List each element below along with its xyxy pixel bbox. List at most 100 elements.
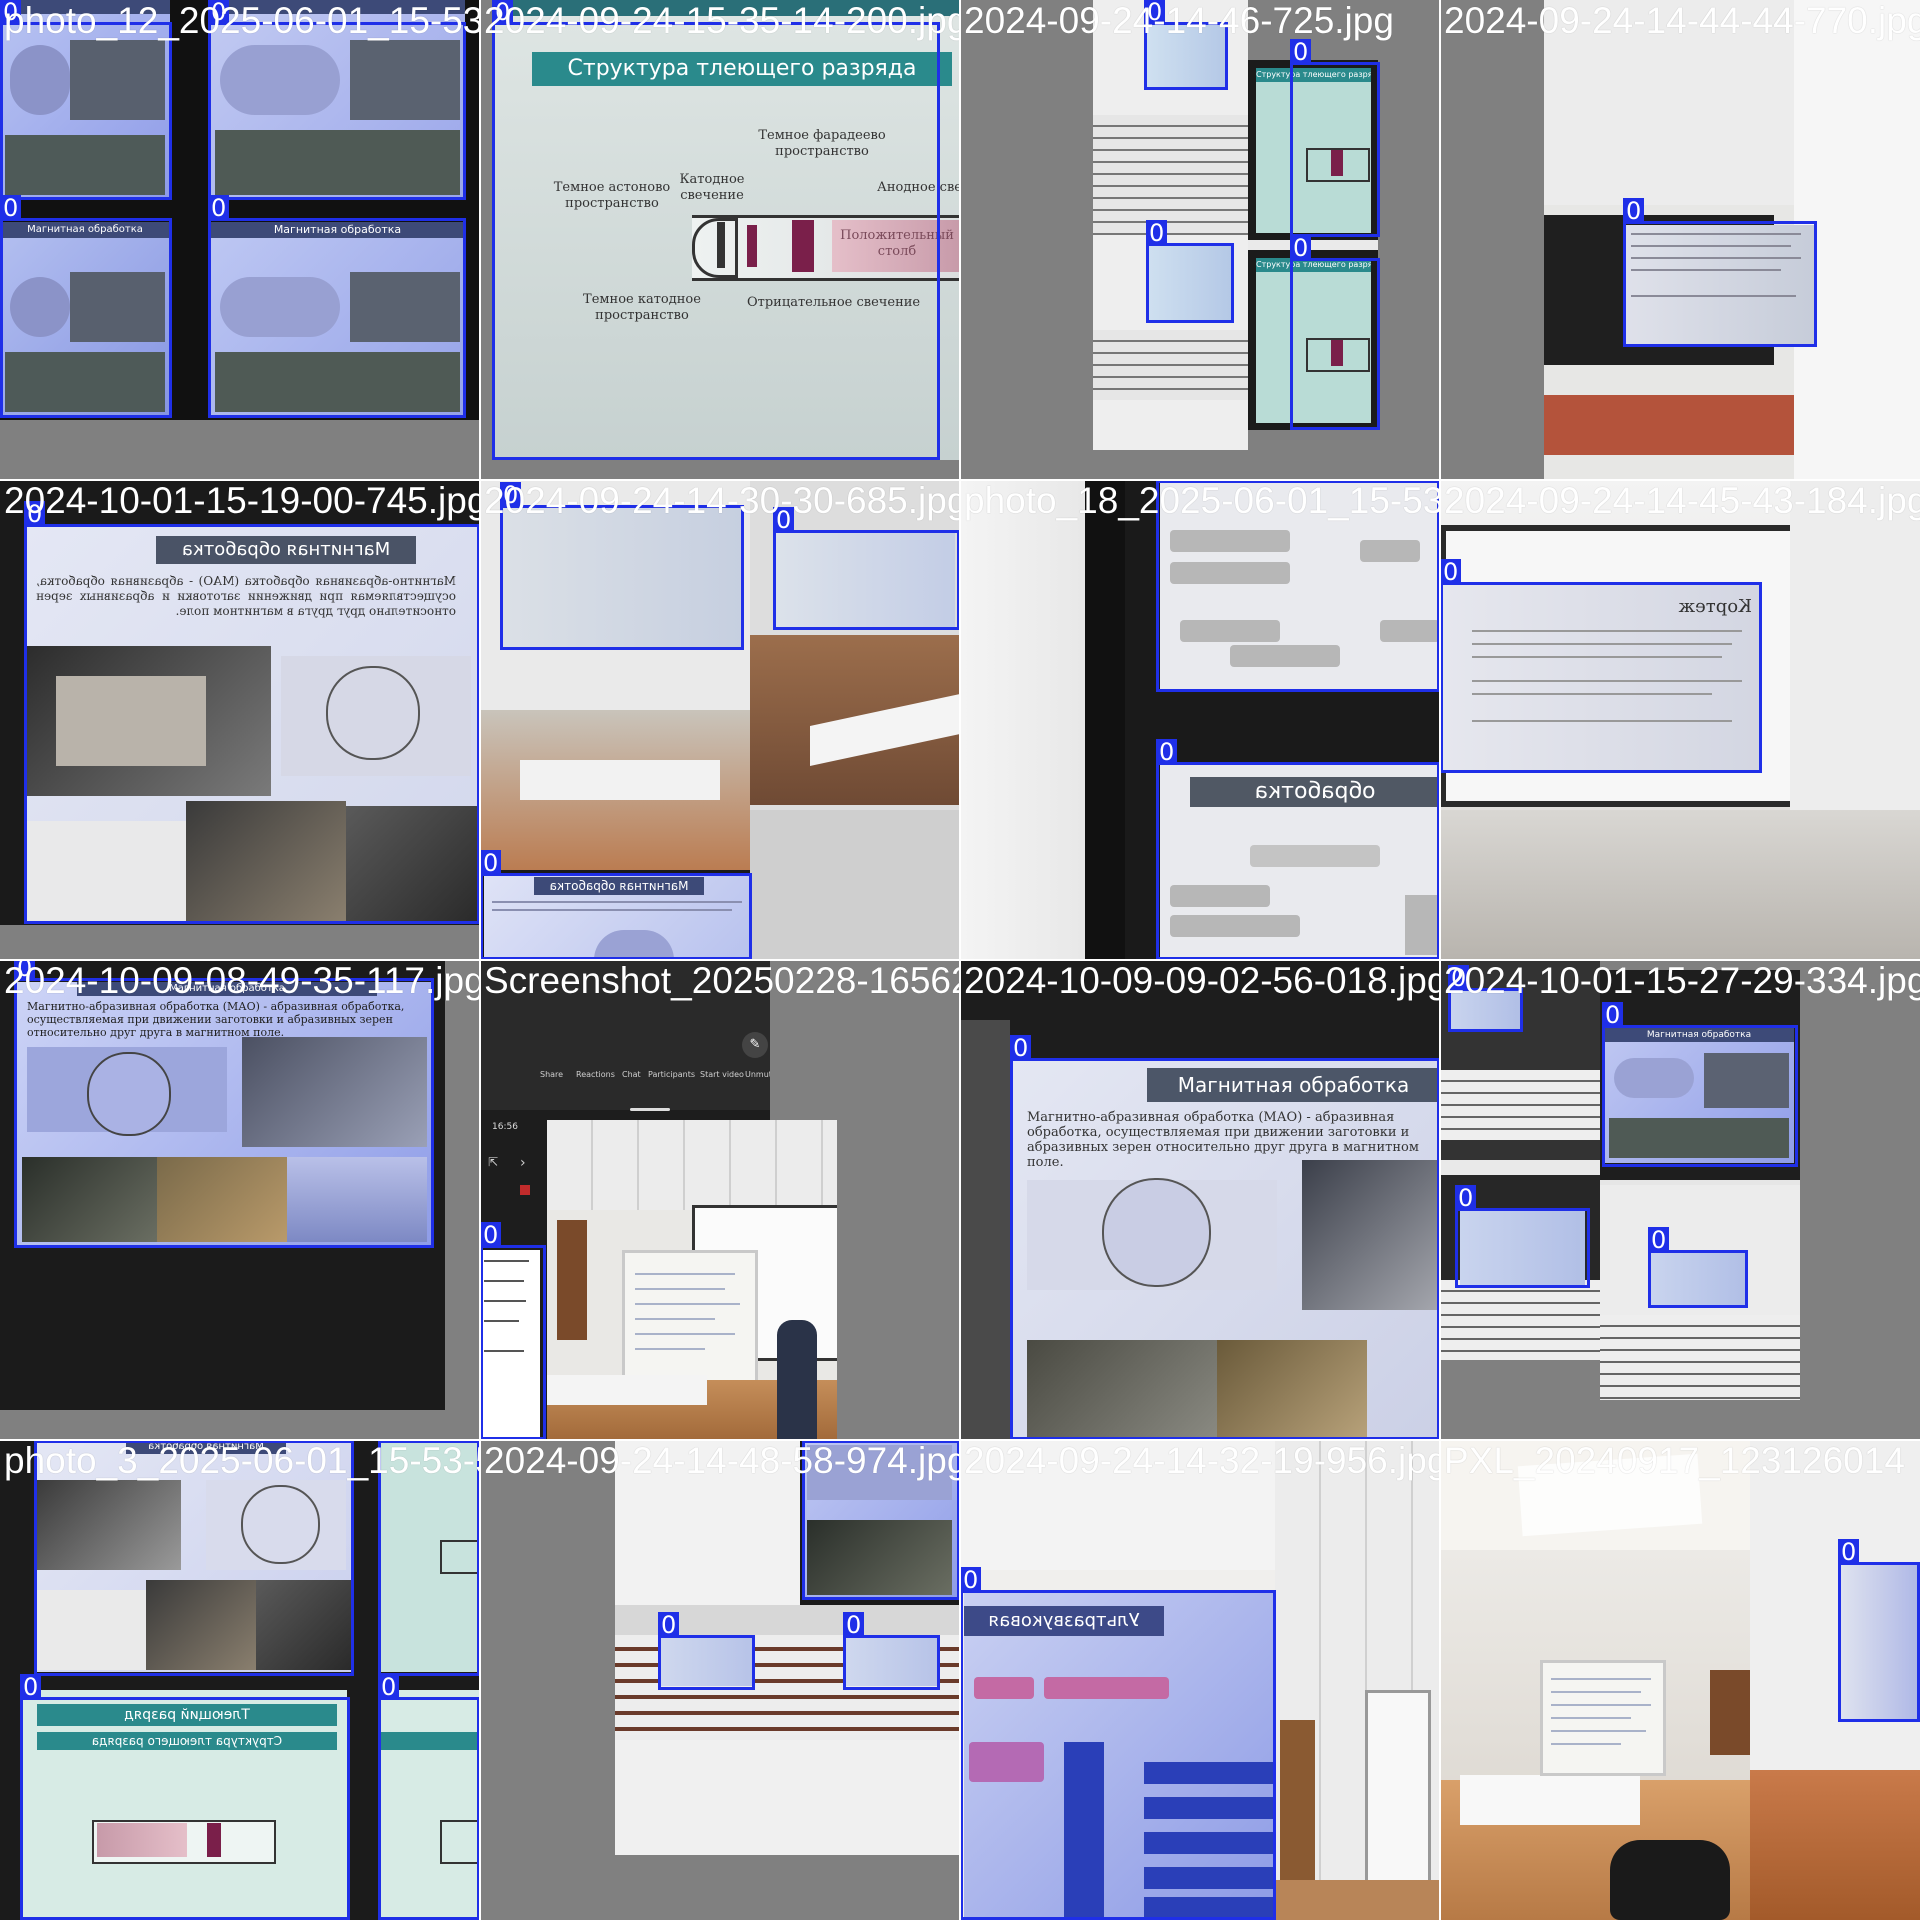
detection-box: 0	[208, 0, 466, 200]
slide-title: Магнитная обработка	[1604, 1028, 1794, 1042]
slide-thumb	[1147, 246, 1232, 321]
grid-separator	[0, 479, 1920, 481]
slide-thumb: Магнитная обработка	[0, 222, 170, 417]
tile-r1c3: Кортеж 0 2024-09-24-14-45-43-184.jpg	[1440, 480, 1920, 960]
slide-thumb	[1650, 1250, 1745, 1305]
slide-title: Структура тлеющего разряда	[1256, 68, 1371, 82]
slide-text: Магнитно-абразивная обработка (МАО) - аб…	[27, 1000, 405, 1039]
toolbar-unmute[interactable]: Unmute	[745, 1070, 770, 1079]
box-class-label: 0	[1648, 1227, 1670, 1253]
pen-icon[interactable]: ✎	[742, 1032, 768, 1058]
chevron-right-icon[interactable]: ›	[520, 1155, 526, 1171]
tile-r3c3: 0 PXL_20240917_123126014	[1440, 1440, 1920, 1920]
grid-separator	[0, 959, 1920, 961]
detection-box: 0	[1440, 559, 1762, 773]
slide-thumb: обработка	[1160, 765, 1440, 960]
toolbar-chat[interactable]: Chat	[622, 1070, 641, 1079]
whiteboard	[1540, 1660, 1666, 1776]
label-cathode-glow: Катодное свечение	[679, 172, 745, 203]
detection-box: 0	[1838, 1539, 1920, 1722]
box-class-label: 0	[658, 1612, 680, 1638]
box-class-label: 0	[802, 1440, 824, 1443]
slide-thumb	[802, 1440, 957, 1600]
slide-thumb	[1160, 480, 1440, 690]
slide-title: Магнитная обработка	[1147, 1068, 1440, 1102]
box-class-label: 0	[500, 482, 522, 508]
box-class-label: 0	[208, 0, 230, 25]
box-class-label: 0	[773, 507, 795, 533]
grid-separator	[0, 1439, 1920, 1441]
record-icon	[520, 1185, 530, 1195]
slide-thumb: Магнитная обработка Магнитно-абразивная …	[17, 982, 431, 1246]
box-class-label: 0	[1156, 480, 1178, 483]
toolbar-participants[interactable]: Participants	[648, 1070, 695, 1079]
status-time: 16:56	[492, 1122, 518, 1132]
slide-title: Структура тлеющего разряда	[532, 52, 952, 86]
classroom-photo	[547, 1120, 837, 1440]
slide-thumb: Магнитная обработка	[210, 222, 465, 417]
detection-box: 0	[0, 0, 172, 200]
detection-box: 0	[1010, 1035, 1440, 1440]
slide-thumb	[380, 1440, 480, 1672]
detection-box: 0	[960, 1567, 1276, 1920]
detection-box: 0	[1602, 1002, 1798, 1167]
detection-box: 0	[1156, 739, 1440, 960]
toolbar-share[interactable]: Share	[540, 1070, 564, 1079]
detection-box: 0	[1156, 480, 1440, 692]
detection-box: 0	[1623, 198, 1817, 347]
whiteboard	[622, 1250, 758, 1386]
tile-r1c1: Магнитная обработка 0 0 0 2024-09-24-14-…	[480, 480, 960, 960]
share-icon[interactable]: ⇱	[488, 1155, 499, 1169]
slide-thumb	[1840, 1565, 1920, 1720]
label-positive: Положительный столб	[840, 228, 954, 259]
box-class-label: 0	[14, 960, 36, 981]
slide-thumb: Магнитная обработка	[484, 875, 750, 960]
detection-box: 0	[1144, 0, 1228, 90]
slide-thumb: Кортеж	[1442, 585, 1760, 770]
slide-thumb	[380, 1690, 480, 1920]
box-class-label: 0	[0, 0, 22, 25]
detection-box: 0	[1146, 220, 1234, 323]
box-class-label: 0	[1144, 0, 1166, 25]
detection-box: 0	[843, 1612, 940, 1690]
box-class-label: 0	[24, 501, 46, 527]
toolbar-start-video[interactable]: Start video	[700, 1070, 744, 1079]
tile-r2c2: Магнитная обработка Магнитно-абразивная …	[960, 960, 1440, 1440]
slide-title: Магнитная обработка	[210, 222, 465, 238]
box-class-label: 0	[1455, 1185, 1477, 1211]
slide-thumb: Структура тлеющего разряда	[1256, 68, 1371, 233]
detection-box: 0	[1648, 1227, 1748, 1308]
detection-box: 0	[480, 850, 752, 960]
detection-box: 0	[500, 482, 744, 650]
detection-box: 0	[773, 507, 960, 630]
box-class-label: 0	[20, 1674, 42, 1700]
tile-r1c0: Магнитная обработка Магнитно-абразивная …	[0, 480, 480, 960]
detection-box: 0	[20, 1674, 350, 1920]
detection-box: 0	[1290, 235, 1380, 430]
box-class-label: 0	[480, 850, 502, 876]
slide-thumb	[1147, 22, 1227, 87]
slide-thumb	[210, 0, 465, 200]
detection-box: 0	[802, 1440, 960, 1600]
box-class-label: 0	[1290, 235, 1312, 261]
box-class-label: 0	[1440, 559, 1462, 585]
detection-box: 0	[1448, 965, 1523, 1032]
box-class-label: 0	[480, 1222, 502, 1248]
box-class-label: 0	[1448, 965, 1470, 991]
slide-title: Магнитная обработка	[0, 222, 170, 238]
detection-box: 0	[658, 1612, 755, 1690]
box-class-label: 0	[34, 1440, 56, 1443]
photo: Магнитная обработка Магнитная обработка	[0, 0, 480, 420]
label-faraday: Темное фарадеево пространство	[758, 128, 886, 159]
box-class-label: 0	[1602, 1002, 1624, 1028]
detection-box: 0	[492, 0, 940, 460]
toolbar-reactions[interactable]: Reactions	[576, 1070, 615, 1079]
slide-thumb: Тлеющий разряд Структура тлеющего разряд…	[22, 1690, 347, 1920]
detection-box: 0	[378, 1440, 480, 1676]
detection-box: 0	[1455, 1185, 1590, 1288]
label-cathode-dark: Темное катодное пространство	[583, 292, 701, 323]
box-class-label: 0	[1146, 220, 1168, 246]
tile-r0c1: Структура тлеющего разряда Темное фараде…	[480, 0, 960, 480]
detection-box: 0	[378, 1674, 480, 1920]
box-class-label: 0	[1623, 198, 1645, 224]
